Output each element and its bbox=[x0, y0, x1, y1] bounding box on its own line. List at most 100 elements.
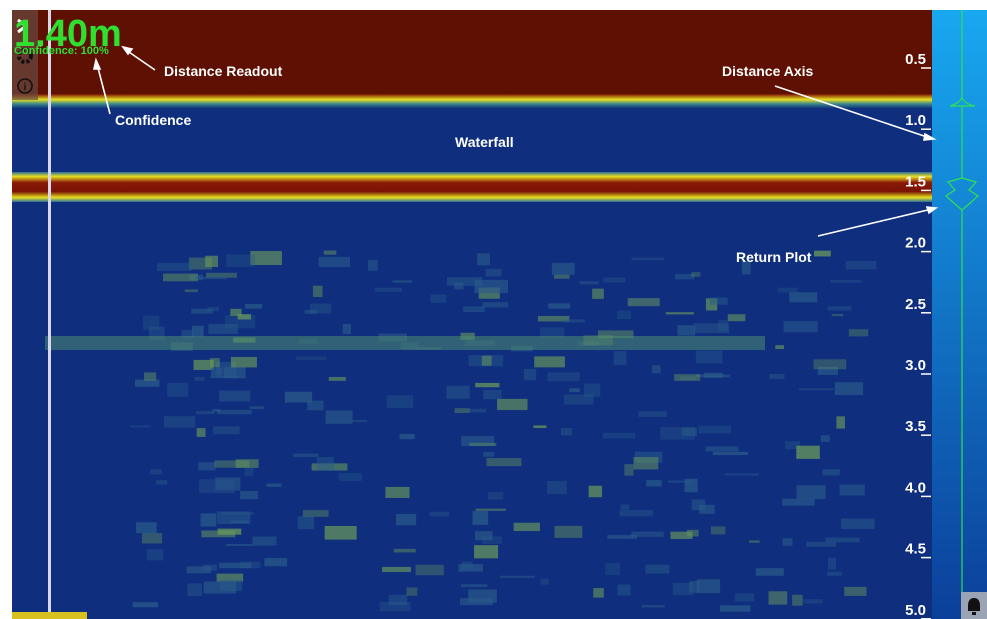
streak bbox=[469, 442, 497, 446]
streak bbox=[710, 526, 726, 535]
streak bbox=[691, 272, 701, 277]
streak bbox=[553, 274, 570, 279]
streak bbox=[477, 253, 490, 266]
streak bbox=[712, 451, 748, 456]
streak bbox=[631, 257, 665, 261]
streak bbox=[461, 561, 473, 570]
streak bbox=[220, 579, 243, 591]
streak bbox=[841, 518, 875, 529]
expand-icon[interactable] bbox=[17, 18, 29, 34]
streak bbox=[803, 599, 823, 604]
streak bbox=[783, 321, 818, 333]
streak bbox=[237, 314, 251, 320]
streak bbox=[216, 573, 244, 582]
streak bbox=[560, 428, 573, 436]
streak bbox=[217, 528, 242, 535]
streak bbox=[698, 504, 715, 514]
streak bbox=[475, 508, 506, 511]
streak bbox=[472, 511, 489, 525]
streak bbox=[454, 408, 470, 413]
streak bbox=[219, 390, 251, 402]
streak bbox=[203, 581, 237, 594]
streak bbox=[195, 276, 227, 280]
annotation-label: Confidence bbox=[115, 112, 191, 128]
streak bbox=[485, 268, 502, 277]
settings-icon[interactable] bbox=[17, 48, 33, 64]
streak bbox=[684, 478, 698, 493]
streak bbox=[163, 273, 198, 282]
streak bbox=[396, 513, 417, 526]
streak bbox=[619, 510, 654, 517]
streak bbox=[216, 511, 251, 524]
streak bbox=[130, 425, 151, 428]
streak bbox=[474, 545, 499, 559]
streak bbox=[579, 281, 599, 285]
streak bbox=[309, 303, 332, 314]
streak bbox=[226, 543, 253, 547]
streak bbox=[156, 480, 168, 485]
annotation-arrows bbox=[93, 45, 939, 237]
streak bbox=[607, 535, 638, 539]
streak bbox=[475, 382, 500, 388]
axis-tick-label: 4.0 bbox=[905, 479, 926, 496]
streak bbox=[210, 375, 239, 379]
streak bbox=[191, 308, 213, 314]
streak bbox=[665, 312, 694, 315]
streak bbox=[446, 385, 470, 399]
streak bbox=[605, 563, 620, 576]
streak bbox=[617, 584, 631, 596]
streak bbox=[458, 564, 483, 572]
streak bbox=[540, 578, 550, 585]
streak bbox=[142, 533, 163, 544]
axis-tick-label: 0.5 bbox=[905, 51, 926, 68]
streak bbox=[193, 359, 214, 370]
annotation-label: Distance Readout bbox=[164, 63, 283, 79]
streak bbox=[660, 427, 695, 440]
annotation-label: Return Plot bbox=[736, 249, 812, 265]
streak bbox=[534, 356, 565, 368]
streak bbox=[537, 315, 570, 322]
streak bbox=[219, 562, 252, 569]
streak bbox=[406, 587, 418, 596]
axis-tick-label: 1.0 bbox=[905, 112, 926, 129]
echo-streaks bbox=[130, 250, 877, 612]
streak bbox=[513, 522, 540, 532]
streak bbox=[778, 287, 798, 293]
streak bbox=[181, 329, 194, 338]
axis-tick-label: 3.5 bbox=[905, 418, 926, 435]
streak bbox=[769, 374, 785, 379]
streak bbox=[463, 306, 485, 313]
streak bbox=[486, 458, 522, 467]
return-plot bbox=[945, 10, 979, 600]
streak bbox=[539, 327, 565, 338]
streak bbox=[324, 525, 357, 540]
streak bbox=[831, 313, 844, 317]
streak bbox=[749, 540, 760, 543]
streak bbox=[325, 410, 353, 424]
streak bbox=[705, 446, 739, 452]
waterfall bbox=[12, 10, 932, 619]
streak bbox=[724, 473, 759, 476]
streak bbox=[293, 453, 319, 458]
streak bbox=[799, 388, 834, 391]
streak bbox=[388, 594, 408, 606]
streak bbox=[497, 398, 528, 411]
streak bbox=[316, 457, 334, 471]
streak bbox=[546, 481, 567, 495]
info-icon[interactable] bbox=[17, 78, 33, 94]
streak bbox=[668, 480, 692, 483]
streak bbox=[244, 303, 263, 309]
streak bbox=[415, 564, 444, 576]
streak bbox=[235, 459, 259, 468]
streak bbox=[674, 374, 701, 381]
streak bbox=[213, 426, 240, 435]
streak bbox=[834, 382, 864, 396]
streak bbox=[533, 425, 547, 429]
waterfall-bg bbox=[12, 10, 932, 619]
streak bbox=[672, 582, 694, 596]
streak bbox=[693, 323, 730, 334]
streak bbox=[230, 308, 242, 316]
streak bbox=[775, 345, 784, 350]
streak bbox=[620, 504, 630, 510]
